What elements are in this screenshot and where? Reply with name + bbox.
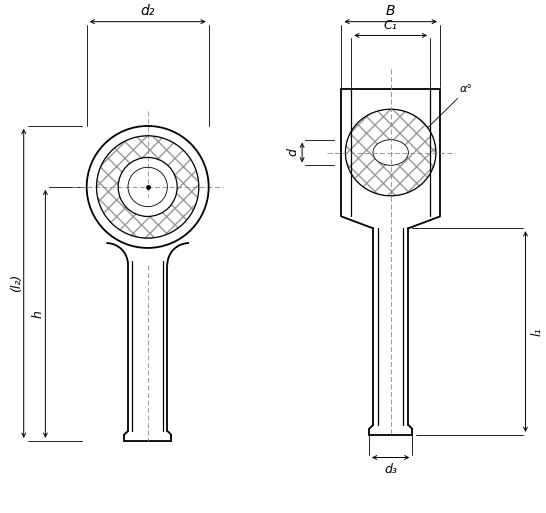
Text: α°: α° — [460, 85, 472, 94]
Bar — [341, 89, 440, 216]
Bar — [351, 196, 430, 216]
Ellipse shape — [373, 140, 408, 165]
Bar — [128, 265, 167, 441]
Text: d₃: d₃ — [384, 463, 397, 477]
Text: B: B — [386, 4, 395, 18]
Circle shape — [97, 136, 199, 238]
Text: d: d — [287, 149, 300, 156]
Text: l₁: l₁ — [530, 327, 543, 336]
Bar — [351, 89, 430, 109]
Bar — [341, 89, 351, 216]
Text: C₁: C₁ — [384, 18, 397, 31]
Text: (l₂): (l₂) — [10, 274, 23, 292]
Text: h: h — [32, 310, 45, 318]
Circle shape — [118, 157, 177, 216]
Ellipse shape — [346, 109, 436, 196]
Text: d₂: d₂ — [140, 4, 155, 18]
Bar — [430, 89, 440, 216]
